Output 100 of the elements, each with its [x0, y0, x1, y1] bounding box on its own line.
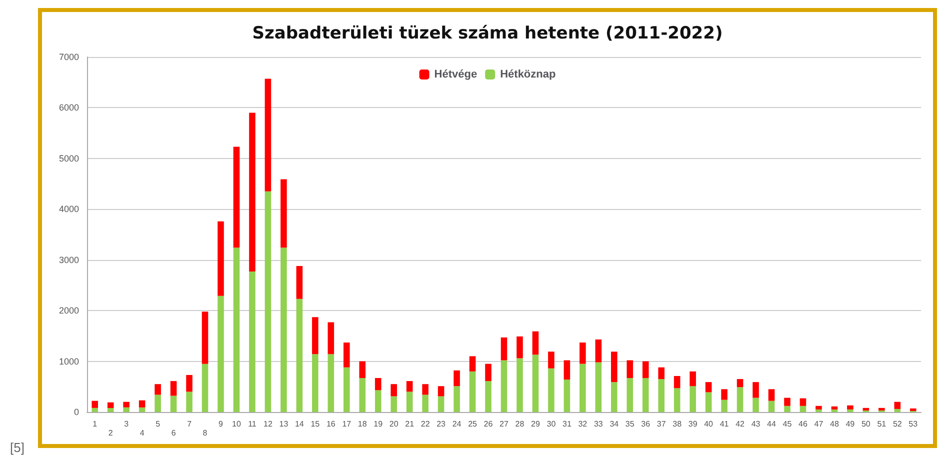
x-tick-label: 22: [420, 420, 430, 428]
bar: [721, 400, 728, 412]
x-tick-label: 23: [436, 420, 446, 428]
text: [5]: [10, 440, 24, 455]
bar: [233, 146, 240, 248]
x-tick-label: 36: [641, 420, 651, 428]
x-tick-label: 19: [374, 420, 384, 428]
x-tick-label: 39: [688, 420, 698, 428]
y-tick-label: 2000: [58, 306, 79, 316]
bar: [312, 317, 318, 354]
bar: [500, 360, 508, 412]
x-tick-label: 9: [218, 420, 224, 428]
bar: [705, 382, 712, 392]
bar: [202, 312, 208, 364]
bar: [752, 398, 759, 412]
bar: [123, 402, 130, 408]
x-tick-label: 33: [594, 420, 604, 428]
bar: [752, 382, 759, 398]
bar: [626, 378, 634, 412]
y-tick-label: 1000: [58, 356, 79, 366]
bar: [658, 379, 665, 412]
y-tick-label: 3000: [58, 254, 79, 265]
bar: [831, 409, 838, 412]
bar: [736, 379, 744, 388]
bar: [658, 367, 665, 380]
bar: [768, 400, 775, 412]
x-tick-label: 52: [892, 420, 902, 428]
x-tick-label: 1: [92, 420, 98, 428]
bar: [500, 337, 508, 360]
bar: [878, 408, 885, 410]
bar: [92, 408, 98, 412]
x-tick-label: 11: [248, 420, 257, 428]
bar: [422, 394, 428, 412]
x-tick-label: 25: [468, 420, 478, 428]
bar: [532, 331, 539, 355]
y-tick-label: 4000: [58, 204, 79, 214]
x-tick-label: 46: [798, 420, 808, 428]
x-tick-label: 4: [140, 428, 145, 438]
bar: [154, 394, 161, 412]
bar: [516, 358, 523, 412]
bar: [123, 407, 130, 412]
bar: [548, 352, 554, 368]
x-tick-label: 16: [326, 420, 336, 428]
x-tick-label: 20: [389, 420, 399, 428]
bar: [390, 384, 397, 396]
bar: [469, 356, 476, 372]
chart-title: Szabadterületi tüzek száma hetente (2011-2022): [252, 24, 723, 44]
bar: [611, 352, 618, 382]
bar: [485, 381, 492, 412]
bar: [107, 402, 114, 408]
bar: [202, 364, 208, 412]
x-tick-label: 42: [736, 420, 746, 428]
bar: [816, 406, 822, 410]
bar: [831, 406, 838, 410]
bar: [390, 396, 397, 412]
bar: [280, 179, 287, 248]
y-tick-label: 6000: [58, 102, 79, 113]
bar: [721, 389, 728, 400]
x-tick-label: 13: [279, 420, 289, 428]
bar: [847, 405, 854, 410]
bar: [218, 296, 224, 412]
x-tick-label: 50: [861, 420, 871, 428]
bar: [343, 342, 350, 368]
bar: [438, 386, 444, 396]
bar: [768, 389, 775, 401]
bar: [784, 406, 790, 412]
x-tick-label: 44: [767, 420, 777, 428]
x-tick-label: 47: [814, 420, 824, 428]
bar: [674, 376, 680, 388]
x-tick-label: 27: [500, 420, 509, 428]
x-tick-label: 12: [264, 420, 273, 428]
x-tick-label: 38: [672, 420, 682, 428]
bar: [107, 408, 114, 412]
x-tick-label: 10: [232, 420, 242, 428]
bar: [642, 361, 649, 378]
bar: [580, 342, 586, 364]
bar: [910, 408, 916, 411]
bar: [328, 322, 334, 354]
x-tick-label: 18: [358, 420, 368, 428]
bar: [280, 248, 287, 412]
bar: [422, 384, 428, 395]
bar: [564, 380, 570, 412]
x-tick-label: 7: [187, 420, 192, 428]
bar: [374, 378, 382, 390]
bar: [894, 402, 901, 409]
x-tick-label: 26: [484, 420, 494, 428]
bar: [862, 408, 870, 410]
x-tick-label: 2: [108, 428, 114, 438]
bar: [847, 409, 854, 412]
bar: [328, 354, 334, 412]
bar: [264, 191, 272, 412]
bar: [690, 371, 696, 386]
bar: [264, 78, 272, 192]
x-tick-label: 29: [531, 420, 540, 428]
bar: [642, 378, 649, 412]
bar: [595, 362, 602, 412]
x-tick-label: 5: [156, 420, 161, 428]
bar: [894, 408, 901, 412]
x-tick-label: 15: [310, 420, 320, 428]
bar: [626, 360, 634, 378]
